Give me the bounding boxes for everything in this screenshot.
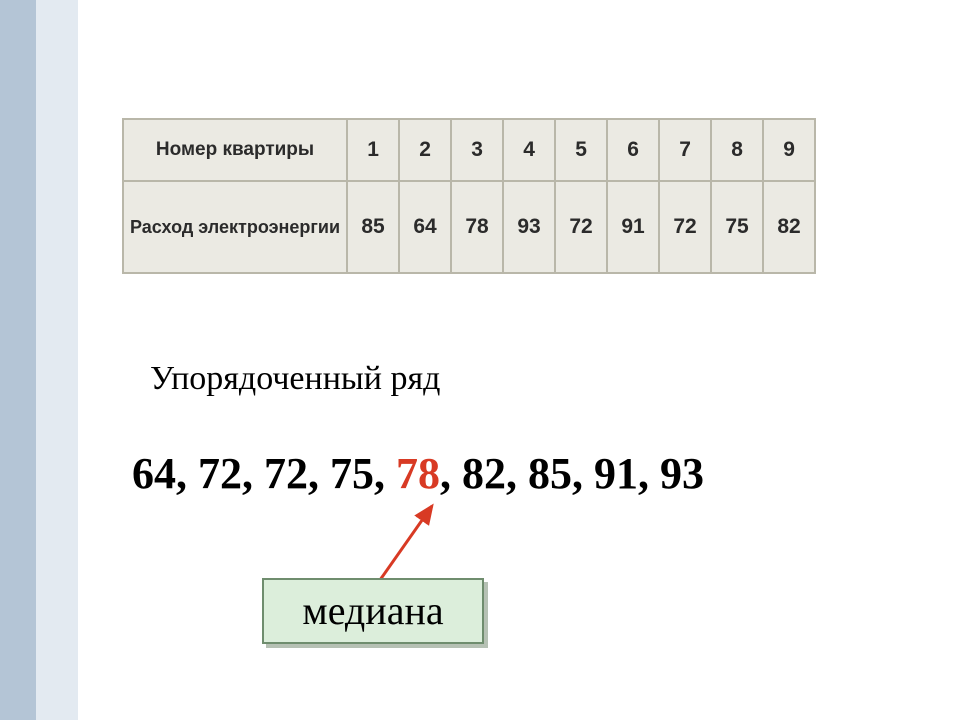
cell: 64 [399,181,451,273]
cell: 4 [503,119,555,181]
cell: 75 [711,181,763,273]
row-label-consumption: Расход электроэнергии [123,181,347,273]
cell: 72 [555,181,607,273]
cell: 91 [607,181,659,273]
table-row: Расход электроэнергии 85 64 78 93 72 91 … [123,181,815,273]
cell: 78 [451,181,503,273]
slide: Номер квартиры 1 2 3 4 5 6 7 8 9 Расход … [0,0,960,720]
ordered-label: Упорядоченный ряд [150,360,440,398]
side-strip-outer [0,0,36,720]
table-row: Номер квартиры 1 2 3 4 5 6 7 8 9 [123,119,815,181]
cell: 5 [555,119,607,181]
cell: 8 [711,119,763,181]
data-table: Номер квартиры 1 2 3 4 5 6 7 8 9 Расход … [122,118,816,274]
cell: 9 [763,119,815,181]
row-label-apartment: Номер квартиры [123,119,347,181]
arrow-icon [370,500,450,590]
cell: 82 [763,181,815,273]
cell: 2 [399,119,451,181]
cell: 6 [607,119,659,181]
cell: 1 [347,119,399,181]
cell: 93 [503,181,555,273]
side-strip-inner [36,0,78,720]
cell: 7 [659,119,711,181]
cell: 72 [659,181,711,273]
sequence-prefix: 64, 72, 72, 75, [132,449,396,498]
cell: 3 [451,119,503,181]
median-box-label: медиана [302,588,443,633]
sequence-suffix: , 82, 85, 91, 93 [440,449,704,498]
sorted-sequence: 64, 72, 72, 75, 78, 82, 85, 91, 93 [132,448,704,499]
median-value: 78 [396,449,440,498]
median-box: медиана [262,578,484,644]
cell: 85 [347,181,399,273]
